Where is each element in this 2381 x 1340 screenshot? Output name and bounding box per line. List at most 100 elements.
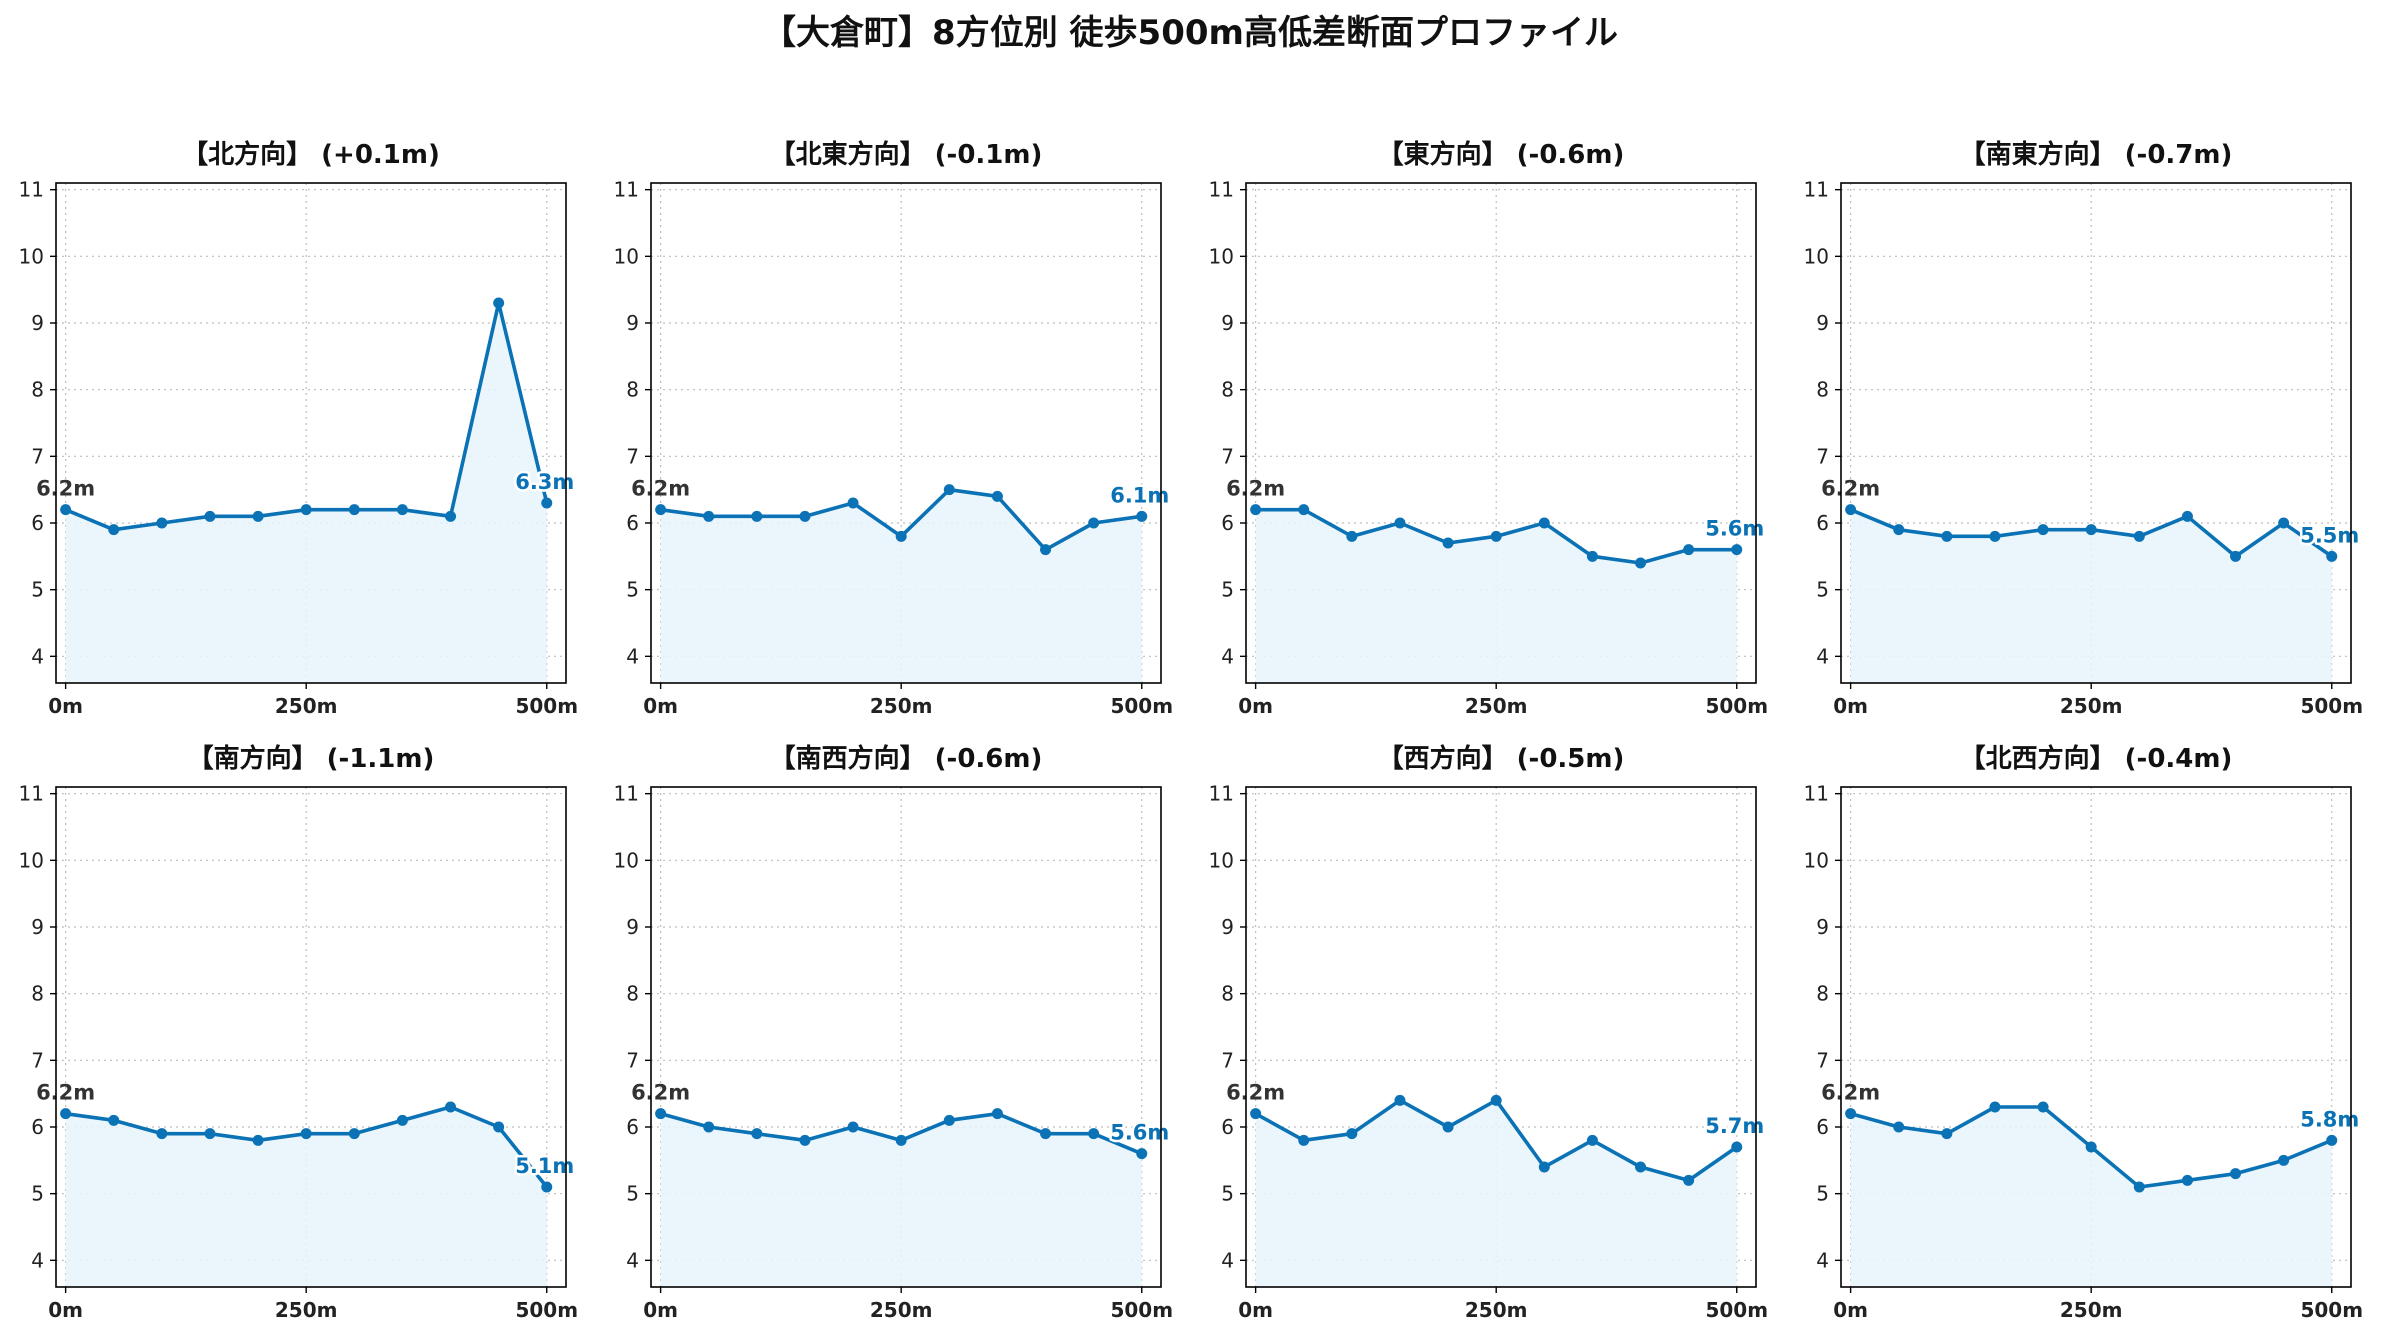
x-tick-label: 500m xyxy=(2300,694,2363,718)
data-point xyxy=(396,1114,408,1126)
start-elevation-label: 6.2m xyxy=(631,1081,690,1105)
y-tick-label: 4 xyxy=(626,1248,639,1272)
data-point xyxy=(1250,1108,1262,1120)
y-tick-label: 4 xyxy=(1816,1248,1829,1272)
data-point xyxy=(1538,1161,1550,1173)
y-tick-label: 8 xyxy=(31,378,44,402)
data-point xyxy=(751,1128,763,1140)
x-tick-label: 0m xyxy=(48,694,83,718)
data-point xyxy=(943,484,955,496)
start-elevation-label: 6.2m xyxy=(1226,1081,1285,1105)
data-point xyxy=(1683,544,1695,556)
data-point xyxy=(300,504,312,516)
y-tick-label: 10 xyxy=(19,848,44,872)
data-point xyxy=(156,517,168,529)
data-point xyxy=(2230,550,2242,562)
x-tick-label: 250m xyxy=(1465,694,1528,718)
y-tick-label: 5 xyxy=(1816,578,1829,602)
y-tick-label: 10 xyxy=(614,848,639,872)
data-point xyxy=(1989,530,2001,542)
start-elevation-label: 6.2m xyxy=(1226,477,1285,501)
data-point xyxy=(1394,517,1406,529)
panel-title: 【西方向】 (-0.5m) xyxy=(1378,743,1625,774)
y-tick-label: 10 xyxy=(19,244,44,268)
y-tick-label: 5 xyxy=(626,578,639,602)
data-point xyxy=(445,510,457,522)
data-point xyxy=(204,510,216,522)
data-point xyxy=(1298,1134,1310,1146)
data-point xyxy=(799,510,811,522)
y-tick-label: 11 xyxy=(1804,178,1829,202)
y-tick-label: 6 xyxy=(31,511,44,535)
y-tick-label: 9 xyxy=(1816,311,1829,335)
y-tick-label: 8 xyxy=(1816,982,1829,1006)
data-point xyxy=(2085,524,2097,536)
y-tick-label: 9 xyxy=(1221,915,1234,939)
y-tick-label: 6 xyxy=(1221,511,1234,535)
x-tick-label: 250m xyxy=(275,694,338,718)
y-tick-label: 5 xyxy=(1221,1182,1234,1206)
y-tick-label: 8 xyxy=(626,378,639,402)
data-point xyxy=(1731,1141,1743,1153)
data-point xyxy=(1298,504,1310,516)
y-tick-label: 11 xyxy=(1209,178,1234,202)
start-elevation-label: 6.2m xyxy=(1821,1081,1880,1105)
y-tick-label: 7 xyxy=(31,1048,44,1072)
y-tick-label: 9 xyxy=(31,915,44,939)
plot-frame xyxy=(1840,182,2352,684)
y-tick-label: 9 xyxy=(626,915,639,939)
data-point xyxy=(108,1114,120,1126)
plot-frame xyxy=(650,182,1162,684)
y-tick-label: 8 xyxy=(626,982,639,1006)
data-point xyxy=(2278,517,2290,529)
y-tick-label: 10 xyxy=(1209,848,1234,872)
x-tick-label: 0m xyxy=(643,694,678,718)
y-tick-label: 4 xyxy=(1221,1248,1234,1272)
data-point xyxy=(1989,1101,2001,1113)
data-point xyxy=(799,1134,811,1146)
data-point xyxy=(204,1128,216,1140)
data-point xyxy=(348,1128,360,1140)
profile-area xyxy=(1255,1100,1737,1287)
data-point xyxy=(300,1128,312,1140)
y-tick-label: 11 xyxy=(614,178,639,202)
data-point xyxy=(60,1108,72,1120)
x-tick-label: 0m xyxy=(643,1298,678,1322)
data-point xyxy=(847,1121,859,1133)
data-point xyxy=(1538,517,1550,529)
data-point xyxy=(1586,1134,1598,1146)
x-tick-label: 250m xyxy=(870,1298,933,1322)
y-tick-label: 5 xyxy=(31,578,44,602)
y-tick-label: 7 xyxy=(1816,1048,1829,1072)
data-point xyxy=(847,497,859,509)
data-point xyxy=(1731,544,1743,556)
data-point xyxy=(991,490,1003,502)
data-point xyxy=(1442,537,1454,549)
x-tick-label: 250m xyxy=(275,1298,338,1322)
profile-area xyxy=(65,303,547,683)
data-point xyxy=(2133,1181,2145,1193)
start-elevation-label: 6.2m xyxy=(1821,477,1880,501)
x-tick-label: 0m xyxy=(1238,694,1273,718)
data-point xyxy=(1346,530,1358,542)
panel-title: 【北西方向】 (-0.4m) xyxy=(1960,743,2233,774)
data-point xyxy=(2133,530,2145,542)
figure-title: 【大倉町】8方位別 徒歩500m高低差断面プロファイル xyxy=(762,13,1618,53)
y-tick-label: 5 xyxy=(626,1182,639,1206)
data-point xyxy=(2085,1141,2097,1153)
data-point xyxy=(2181,510,2193,522)
start-elevation-label: 6.2m xyxy=(36,477,95,501)
start-elevation-label: 6.2m xyxy=(36,1081,95,1105)
end-elevation-label: 6.1m xyxy=(1110,483,1169,507)
y-tick-label: 4 xyxy=(1816,644,1829,668)
profile-area xyxy=(660,1113,1142,1287)
x-tick-label: 500m xyxy=(515,1298,578,1322)
y-tick-label: 9 xyxy=(1816,915,1829,939)
plot-frame xyxy=(1840,786,2352,1288)
y-tick-label: 10 xyxy=(1804,244,1829,268)
data-point xyxy=(348,504,360,516)
data-point xyxy=(108,524,120,536)
data-point xyxy=(445,1101,457,1113)
